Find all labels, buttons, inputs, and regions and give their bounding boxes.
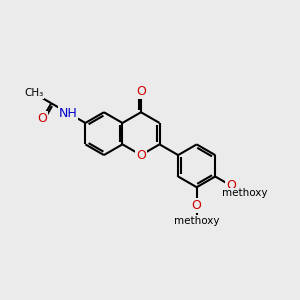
Text: O: O <box>136 85 146 98</box>
Text: CH₃: CH₃ <box>25 88 44 98</box>
Text: NH: NH <box>59 106 78 120</box>
Text: O: O <box>226 179 236 192</box>
Text: O: O <box>192 199 202 212</box>
Text: O: O <box>136 148 146 162</box>
Text: O: O <box>38 112 47 125</box>
Text: methoxy: methoxy <box>222 188 267 198</box>
Text: methoxy: methoxy <box>174 216 219 226</box>
